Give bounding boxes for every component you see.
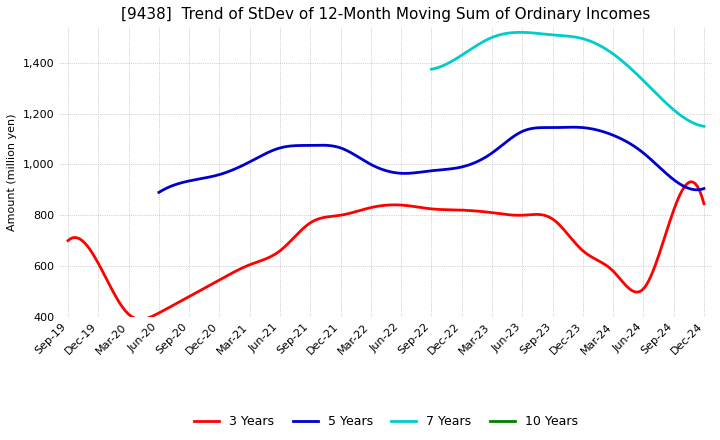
3 Years: [136, 317, 145, 322]
3 Years: [442, 207, 451, 213]
7 Years: [428, 66, 436, 72]
7 Years: [675, 112, 684, 117]
5 Years: [477, 157, 486, 162]
5 Years: [568, 125, 577, 130]
3 Years: [66, 236, 74, 242]
5 Years: [700, 186, 708, 191]
7 Years: [658, 96, 667, 102]
Line: 3 Years: 3 Years: [68, 182, 704, 319]
7 Years: [427, 66, 436, 72]
Line: 7 Years: 7 Years: [431, 32, 704, 126]
Line: 5 Years: 5 Years: [159, 127, 704, 192]
7 Years: [595, 43, 603, 48]
5 Years: [155, 190, 163, 195]
7 Years: [590, 40, 599, 46]
3 Years: [64, 238, 73, 243]
3 Years: [444, 207, 453, 213]
7 Years: [700, 124, 708, 129]
7 Years: [590, 40, 598, 45]
Title: [9438]  Trend of StDev of 12-Month Moving Sum of Ordinary Incomes: [9438] Trend of StDev of 12-Month Moving…: [122, 7, 651, 22]
5 Years: [479, 156, 487, 161]
5 Years: [650, 160, 659, 165]
Legend: 3 Years, 5 Years, 7 Years, 10 Years: 3 Years, 5 Years, 7 Years, 10 Years: [189, 410, 583, 433]
3 Years: [642, 282, 651, 287]
5 Years: [488, 150, 497, 155]
5 Years: [616, 136, 624, 141]
3 Years: [687, 179, 696, 184]
3 Years: [455, 207, 464, 213]
Y-axis label: Amount (million yen): Amount (million yen): [7, 113, 17, 231]
5 Years: [156, 189, 165, 194]
3 Years: [602, 263, 611, 268]
3 Years: [700, 201, 708, 206]
7 Years: [516, 29, 524, 35]
